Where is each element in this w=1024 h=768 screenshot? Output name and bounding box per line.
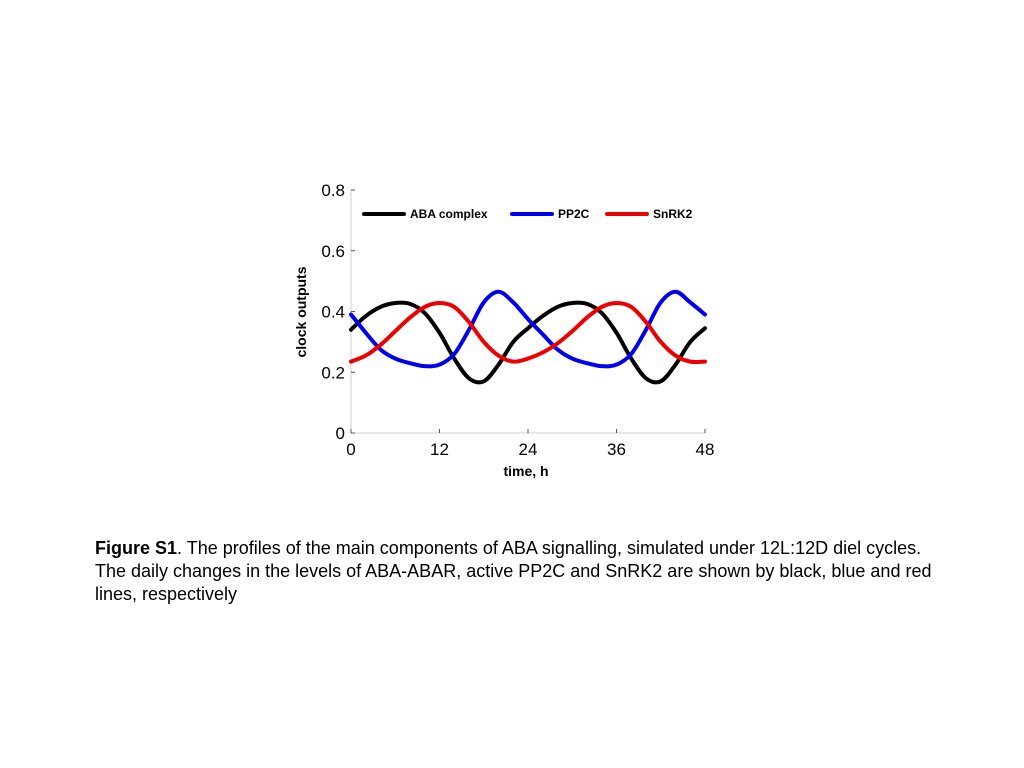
x-tick-label: 24 <box>519 440 538 459</box>
line-chart: 0 0.2 0.4 0.6 0.8 0 12 24 36 48 ABA complex PP2C Sn… <box>293 181 714 479</box>
x-tick-label: 36 <box>607 440 626 459</box>
x-axis-label: time, h <box>503 463 548 479</box>
legend-label: ABA complex <box>410 207 488 221</box>
figure-caption: Figure S1. The profiles of the main comp… <box>95 537 935 606</box>
chart-legend: ABA complex PP2C SnRK2 <box>362 207 693 221</box>
y-tick-label: 0.4 <box>321 303 345 322</box>
legend-label: PP2C <box>558 207 590 221</box>
caption-text: . The profiles of the main components of… <box>95 538 932 604</box>
y-tick-label: 0.8 <box>321 181 345 200</box>
caption-label: Figure S1 <box>95 538 178 558</box>
series-line-pp2c <box>349 289 707 369</box>
chart-ticks: 0 0.2 0.4 0.6 0.8 0 12 24 36 48 <box>321 181 714 459</box>
y-tick-label: 0.6 <box>321 242 345 261</box>
x-tick-label: 0 <box>346 440 355 459</box>
x-tick-label: 12 <box>430 440 449 459</box>
series-line-aba-complex <box>349 300 707 385</box>
series-line-snrk2 <box>349 301 707 365</box>
x-tick-label: 48 <box>696 440 715 459</box>
chart-axes <box>350 190 705 434</box>
y-tick-label: 0 <box>336 424 345 443</box>
y-tick-label: 0.2 <box>321 363 345 382</box>
legend-label: SnRK2 <box>653 207 693 221</box>
y-axis-label: clock outputs <box>293 266 309 357</box>
chart-series <box>349 289 707 385</box>
